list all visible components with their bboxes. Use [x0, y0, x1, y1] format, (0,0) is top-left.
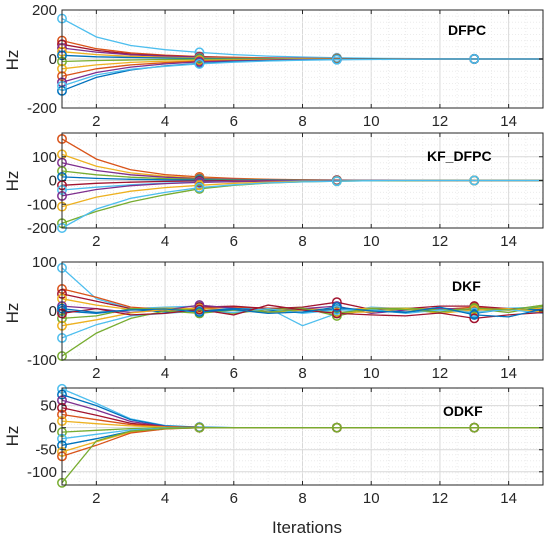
- y-tick-label: -100: [27, 196, 57, 213]
- series-line: [61, 179, 543, 229]
- x-tick-label: 14: [500, 233, 517, 250]
- x-tick-label: 12: [432, 490, 449, 507]
- x-tick-label: 10: [363, 233, 380, 250]
- y-tick-label: -50: [35, 442, 57, 459]
- x-tick-label: 4: [161, 233, 169, 250]
- data-marker: [331, 305, 342, 315]
- data-marker: [331, 308, 342, 319]
- data-marker: [469, 313, 480, 324]
- x-tick-label: 2: [92, 113, 100, 130]
- data-marker: [469, 422, 480, 433]
- series-line: [61, 306, 544, 318]
- y-tick-label: -100: [27, 464, 57, 481]
- data-marker: [469, 54, 480, 64]
- x-tick-label: 6: [230, 365, 238, 382]
- panel-title: DFPC: [448, 22, 486, 38]
- data-marker: [194, 58, 205, 69]
- y-axis-label: Hz: [3, 303, 22, 324]
- panel-title: KF_DFPC: [427, 148, 492, 164]
- y-axis-label: Hz: [3, 50, 22, 71]
- x-tick-label: 6: [230, 490, 238, 507]
- x-tick-label: 8: [298, 113, 306, 130]
- x-tick-label: 4: [161, 365, 169, 382]
- panel-dfpc: 2 4 6 8 10 12 14 -200 0 200 DFPC Hz: [3, 2, 544, 130]
- y-tick-label: -200: [27, 220, 57, 237]
- y-tick-label: 0: [49, 51, 57, 68]
- y-tick-label: 0: [49, 303, 57, 320]
- x-tick-label: 2: [92, 233, 100, 250]
- x-tick-label: 10: [363, 113, 380, 130]
- panel-title: ODKF: [443, 403, 483, 419]
- series-line: [61, 58, 543, 87]
- x-tick-label: 8: [298, 365, 306, 382]
- data-marker: [469, 175, 480, 186]
- x-tick-label: 12: [432, 113, 449, 130]
- x-tick-label: 10: [363, 365, 380, 382]
- y-axis-label: Hz: [3, 426, 22, 447]
- data-marker: [194, 307, 205, 317]
- x-tick-label: 8: [298, 233, 306, 250]
- x-tick-label: 14: [500, 490, 517, 507]
- y-tick-label: 0: [49, 173, 57, 190]
- x-tick-label: 2: [92, 365, 100, 382]
- data-marker: [194, 422, 205, 433]
- x-tick-label: 4: [161, 113, 169, 130]
- y-tick-label: 100: [32, 254, 57, 271]
- y-axis-label: Hz: [3, 171, 22, 192]
- x-tick-label: 12: [432, 233, 449, 250]
- y-tick-label: 50: [40, 398, 57, 415]
- x-tick-label: 2: [92, 490, 100, 507]
- data-marker: [194, 182, 205, 193]
- y-tick-label: 0: [49, 420, 57, 437]
- data-marker: [469, 309, 480, 320]
- series-line: [61, 427, 543, 484]
- data-marker: [194, 177, 205, 188]
- y-tick-label: -200: [27, 100, 57, 117]
- x-tick-label: 12: [432, 365, 449, 382]
- data-marker: [331, 422, 342, 433]
- panel-kf-dfpc: 2 4 6 8 10 12 14 -200 -100 0 100 KF_DFPC Hz: [3, 132, 544, 250]
- x-tick-label: 10: [363, 490, 380, 507]
- data-marker: [331, 176, 342, 187]
- y-tick-label: 200: [32, 2, 57, 19]
- x-tick-label: 14: [500, 113, 517, 130]
- x-tick-label: 14: [500, 365, 517, 382]
- x-tick-label: 6: [230, 233, 238, 250]
- panel-odkf: 2 4 6 8 10 12 14 -100 -50 0 50 ODKF Hz Iterations: [3, 383, 544, 537]
- x-tick-label: 8: [298, 490, 306, 507]
- panel-dkf: 2 4 6 8 10 12 14 -100 0 100 DKF Hz: [3, 254, 544, 382]
- series-line: [61, 304, 544, 320]
- y-tick-label: -100: [27, 352, 57, 369]
- y-tick-label: 100: [32, 149, 57, 166]
- data-marker: [331, 54, 342, 65]
- x-tick-label: 6: [230, 113, 238, 130]
- panel-title: DKF: [452, 278, 481, 294]
- data-marker: [469, 303, 480, 314]
- data-marker: [331, 302, 342, 313]
- x-axis-label: Iterations: [272, 518, 342, 537]
- x-tick-label: 4: [161, 490, 169, 507]
